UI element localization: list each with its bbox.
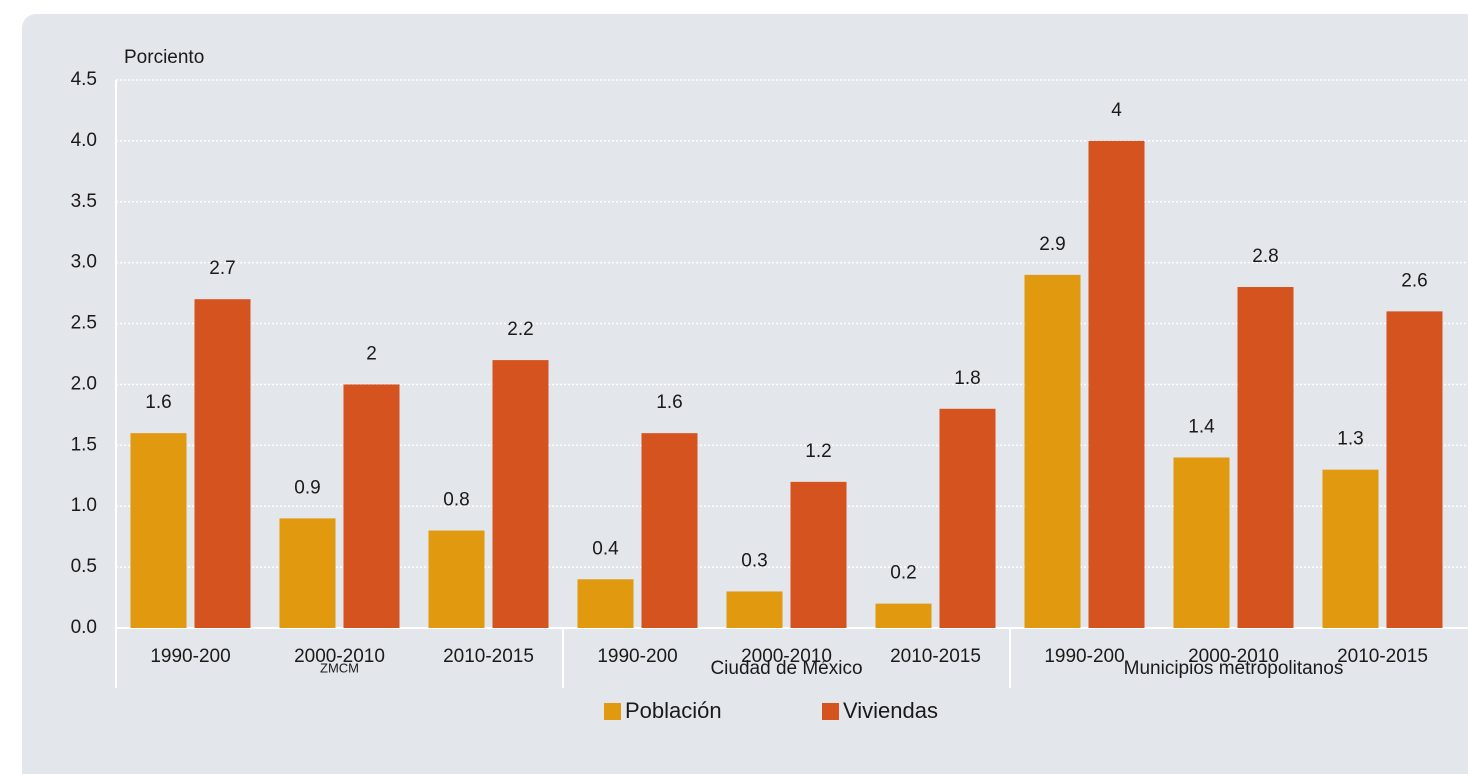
x-tick-label: 1990-200 [597,646,677,667]
bar [1024,274,1081,628]
x-tick-label: 2010-2015 [443,646,534,667]
bar [428,530,485,628]
y-tick-label: 4.5 [71,69,97,90]
bar [343,384,400,628]
value-label: 4 [1111,100,1122,121]
value-label: 2 [366,343,377,364]
x-tick-label: 1990-200 [1044,646,1124,667]
bar [790,481,847,628]
x-tick-label: 2000-2010 [1188,646,1279,667]
value-label: 1.6 [656,392,682,413]
bar [1088,140,1145,628]
bar [130,433,187,628]
legend-swatch [604,703,621,720]
x-tick-label: 2010-2015 [890,646,981,667]
value-label: 2.8 [1252,246,1278,267]
bar [1322,469,1379,628]
x-tick-label: 1990-200 [150,646,230,667]
y-tick-label: 0.5 [71,556,97,577]
bar [1173,457,1230,628]
value-label: 0.2 [890,563,916,584]
group-label: ZMCM [320,660,359,675]
y-tick-label: 1.5 [71,434,97,455]
legend-label: Población [625,698,722,723]
bar [939,408,996,628]
bar [492,360,549,628]
group-label: Municipios metropolitanos [1124,658,1344,679]
value-label: 2.2 [507,319,533,340]
bar [194,299,251,628]
value-label: 0.8 [443,490,469,511]
y-tick-label: 4.0 [71,130,97,151]
value-label: 1.3 [1337,429,1363,450]
y-tick-label: 3.5 [71,191,97,212]
value-label: 2.6 [1401,270,1427,291]
x-tick-label: 2010-2015 [1337,646,1428,667]
bar [577,579,634,628]
legend-swatch [822,703,839,720]
y-tick-label: 3.0 [71,252,97,273]
value-label: 2.9 [1039,234,1065,255]
bar [641,433,698,628]
bar [726,591,783,628]
y-axis-label: Porciento [124,47,204,68]
group-label: Ciudad de México [710,658,862,679]
y-tick-label: 0.0 [71,617,97,638]
legend-label: Viviendas [843,698,938,723]
bar [1237,287,1294,628]
x-tick-label: 2000-2010 [741,646,832,667]
value-label: 1.2 [805,441,831,462]
value-label: 0.4 [592,538,619,559]
value-label: 2.7 [209,258,235,279]
value-label: 1.8 [954,368,980,389]
y-tick-label: 2.5 [71,313,97,334]
bar [875,603,932,628]
bar [279,518,336,628]
value-label: 1.6 [145,392,171,413]
x-tick-label: 2000-2010 [294,646,385,667]
y-tick-label: 1.0 [71,495,97,516]
bar [1386,311,1443,628]
value-label: 0.9 [294,477,320,498]
y-tick-label: 2.0 [71,373,97,394]
value-label: 0.3 [741,550,767,571]
value-label: 1.4 [1188,417,1215,438]
